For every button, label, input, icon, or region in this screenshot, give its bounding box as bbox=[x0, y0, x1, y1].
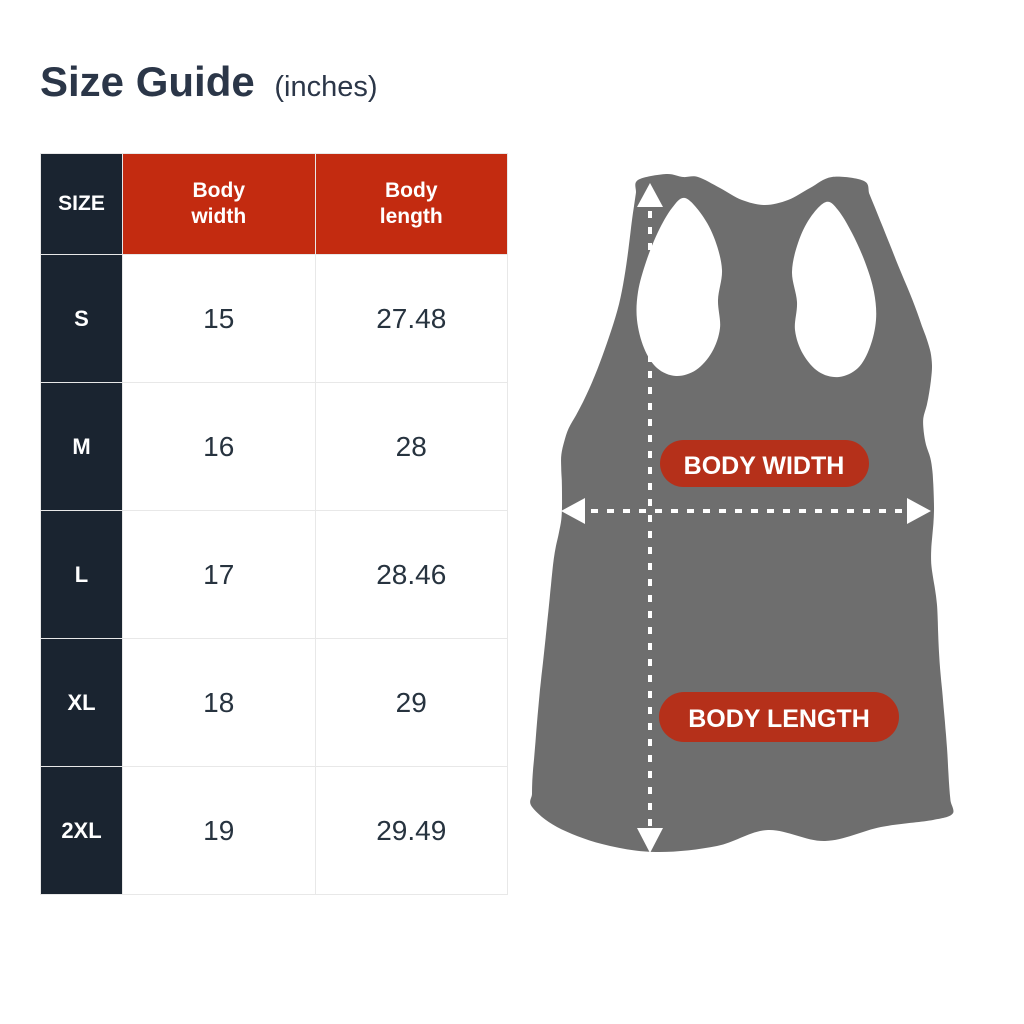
svg-text:BODY WIDTH: BODY WIDTH bbox=[684, 452, 845, 480]
svg-text:BODY LENGTH: BODY LENGTH bbox=[688, 705, 870, 733]
